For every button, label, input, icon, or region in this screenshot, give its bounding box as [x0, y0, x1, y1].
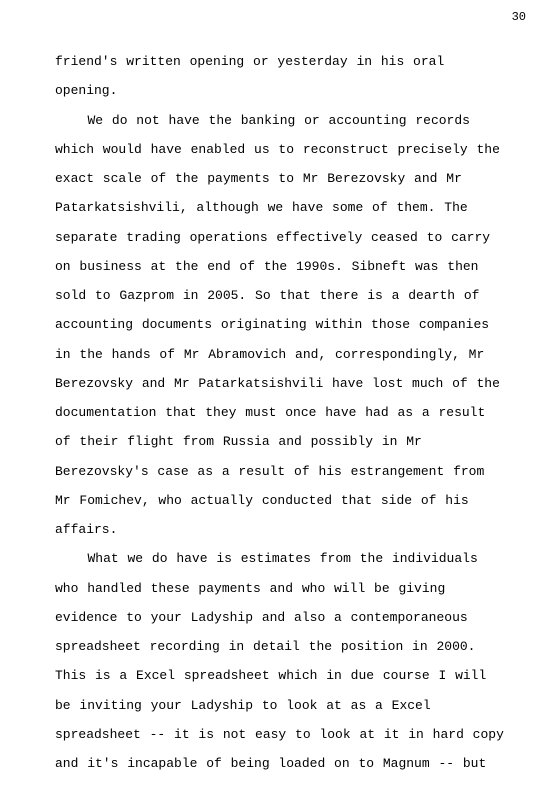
document-content: friend's written opening or yesterday in…: [55, 47, 508, 778]
page-number: 30: [512, 10, 526, 24]
paragraph-1: We do not have the banking or accounting…: [55, 106, 508, 545]
paragraph-2: What we do have is estimates from the in…: [55, 544, 508, 778]
paragraph-continuation: friend's written opening or yesterday in…: [55, 47, 508, 106]
